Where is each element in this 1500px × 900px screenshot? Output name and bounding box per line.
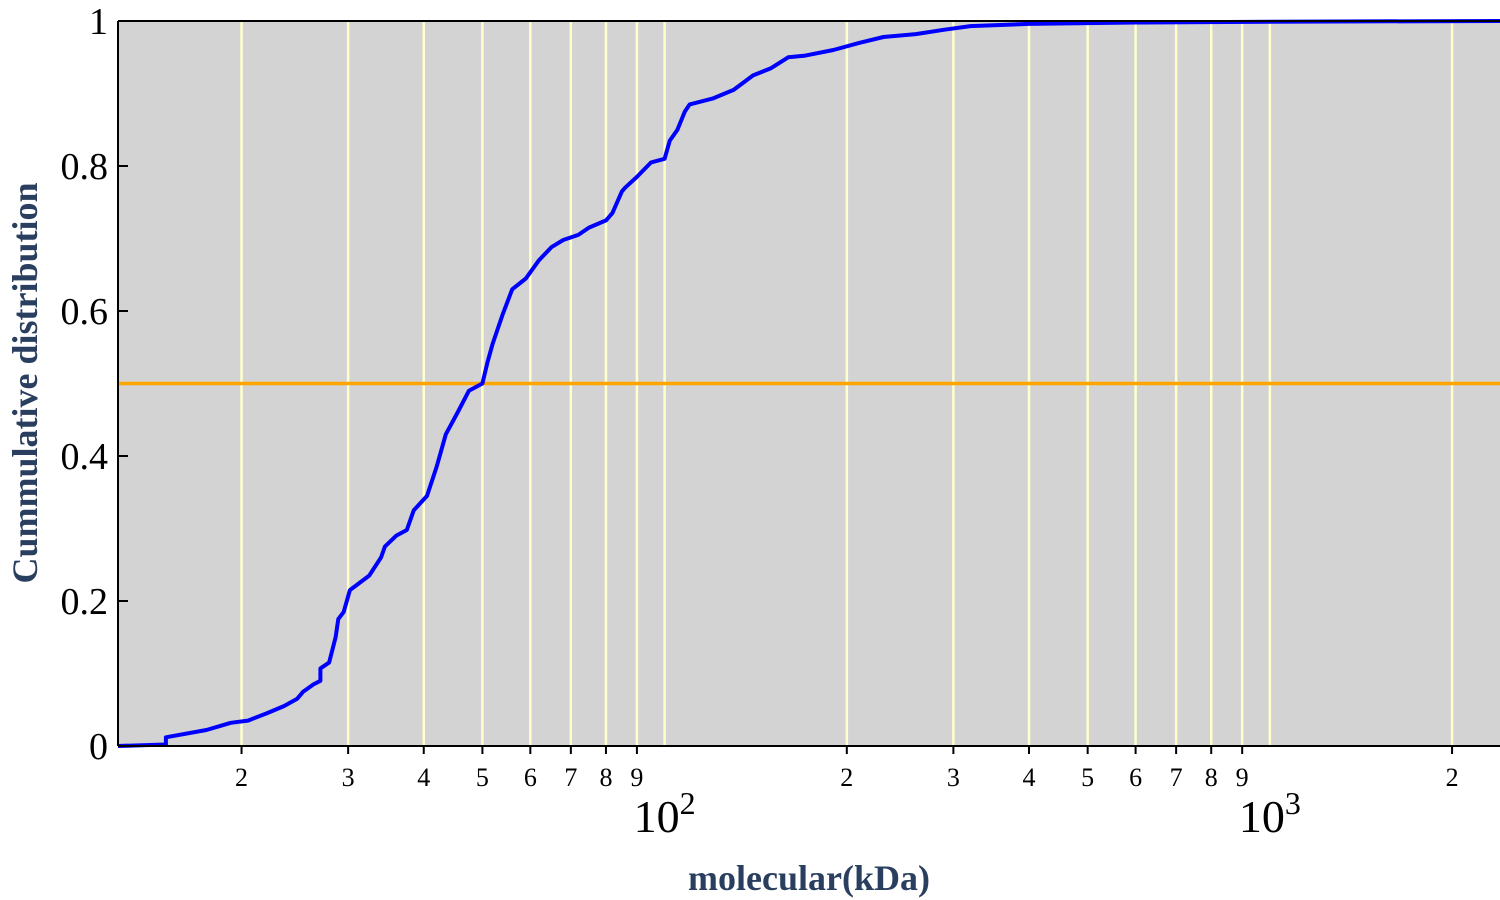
x-major-tick-label: 103 [1239, 785, 1301, 842]
x-tick-label: 5 [1081, 763, 1094, 792]
x-tick-label: 7 [564, 763, 577, 792]
x-tick-label: 2 [1446, 763, 1459, 792]
y-tick-label: 0.4 [61, 436, 109, 478]
x-tick-label: 9 [630, 763, 643, 792]
y-tick-label: 0.2 [61, 581, 109, 623]
y-axis-ticks: 0 0.2 0.4 0.6 0.8 1 [61, 1, 128, 768]
y-tick-label: 1 [89, 1, 108, 43]
x-tick-label: 4 [417, 763, 430, 792]
x-tick-label: 9 [1236, 763, 1249, 792]
x-tick-label: 6 [1129, 763, 1142, 792]
x-tick-label: 3 [342, 763, 355, 792]
x-tick-label: 8 [1205, 763, 1218, 792]
x-tick-label: 2 [235, 763, 248, 792]
y-tick-label: 0.8 [61, 146, 109, 188]
x-tick-label: 5 [476, 763, 489, 792]
x-major-tick-label: 102 [634, 785, 696, 842]
y-axis-label: Cummulative distribution [5, 182, 45, 583]
x-axis-label: molecular(kDa) [688, 858, 930, 898]
x-tick-label: 4 [1023, 763, 1036, 792]
x-tick-label: 2 [840, 763, 853, 792]
x-tick-label: 6 [524, 763, 537, 792]
x-tick-label: 3 [947, 763, 960, 792]
x-tick-label: 7 [1170, 763, 1183, 792]
y-tick-label: 0.6 [61, 291, 109, 333]
y-tick-label: 0 [89, 726, 108, 768]
cdf-series-line [117, 19, 1500, 748]
x-tick-label: 8 [599, 763, 612, 792]
